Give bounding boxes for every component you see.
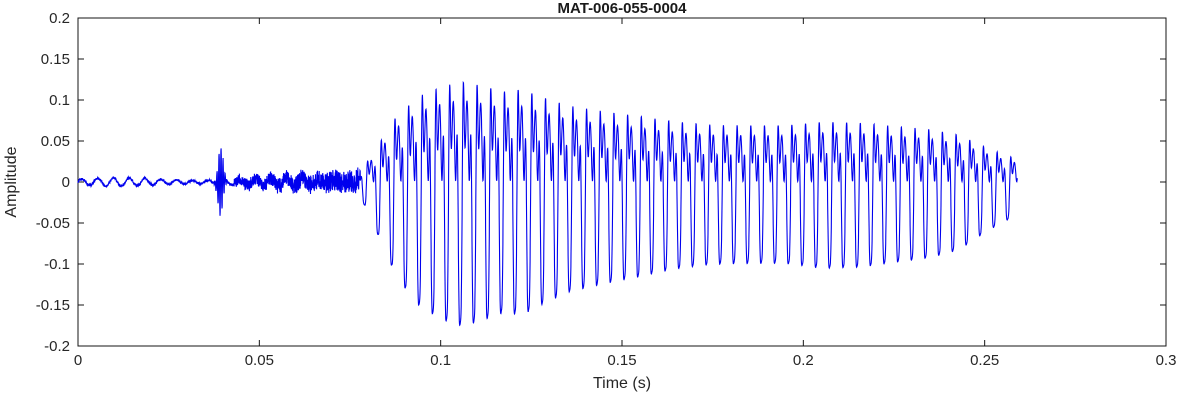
- y-tick-label: 0.05: [41, 133, 70, 150]
- y-tick-label: -0.2: [44, 338, 70, 355]
- y-tick-label: 0.1: [49, 92, 70, 109]
- x-tick-label: 0.2: [793, 352, 814, 369]
- y-tick-label: -0.1: [44, 256, 70, 273]
- y-tick-label: 0.15: [41, 51, 70, 68]
- x-tick-label: 0.25: [970, 352, 999, 369]
- x-tick-label: 0.3: [1156, 352, 1177, 369]
- y-tick-label: -0.15: [36, 297, 70, 314]
- y-tick-label: -0.05: [36, 215, 70, 232]
- y-tick-label: 0: [62, 174, 70, 191]
- y-tick-label: 0.2: [49, 10, 70, 27]
- y-axis-label: Amplitude: [3, 146, 20, 217]
- x-tick-label: 0.15: [607, 352, 636, 369]
- waveform-line: [77, 80, 1018, 327]
- axes: 0 0.05 0.1 0.15 0.2 0.25 0.3 -0.2 -0.15 -0.1 -0.05…: [36, 10, 1177, 369]
- chart-title: MAT-006-055-0004: [558, 0, 688, 17]
- x-tick-label: 0: [74, 352, 82, 369]
- x-tick-label: 0.1: [430, 352, 451, 369]
- x-axis-label: Time (s): [593, 375, 651, 392]
- x-tick-label: 0.05: [245, 352, 274, 369]
